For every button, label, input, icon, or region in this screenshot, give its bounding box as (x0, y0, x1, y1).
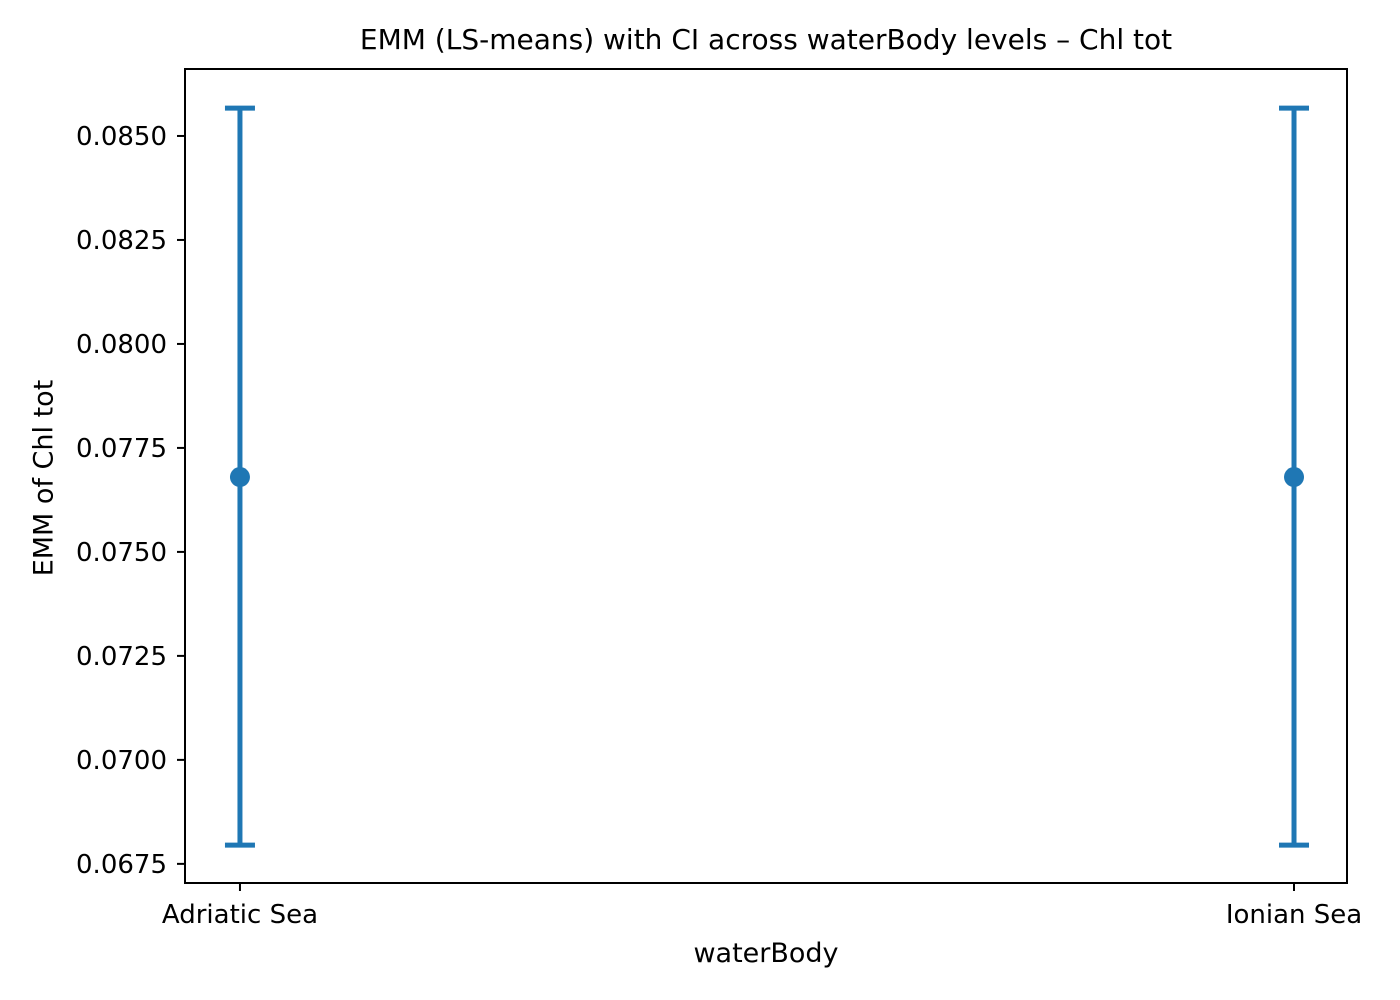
y-tick-label: 0.0675 (76, 850, 167, 880)
y-tick-label: 0.0750 (76, 538, 167, 568)
y-tick-label: 0.0850 (76, 122, 167, 152)
plot-border (184, 68, 1348, 884)
chart-title: EMM (LS-means) with CI across waterBody … (359, 23, 1173, 56)
x-axis-label: waterBody (693, 938, 839, 969)
y-tick-label: 0.0700 (76, 746, 167, 776)
y-tick-label: 0.0775 (76, 434, 167, 464)
x-tick-label: Adriatic Sea (162, 900, 318, 930)
y-tick-label: 0.0725 (76, 642, 167, 672)
emm-point-marker (229, 467, 250, 488)
x-tick-label: Ionian Sea (1226, 900, 1362, 930)
y-tick-label: 0.0825 (76, 226, 167, 256)
emm-point-marker (1284, 467, 1305, 488)
y-tick-label: 0.0800 (76, 330, 167, 360)
